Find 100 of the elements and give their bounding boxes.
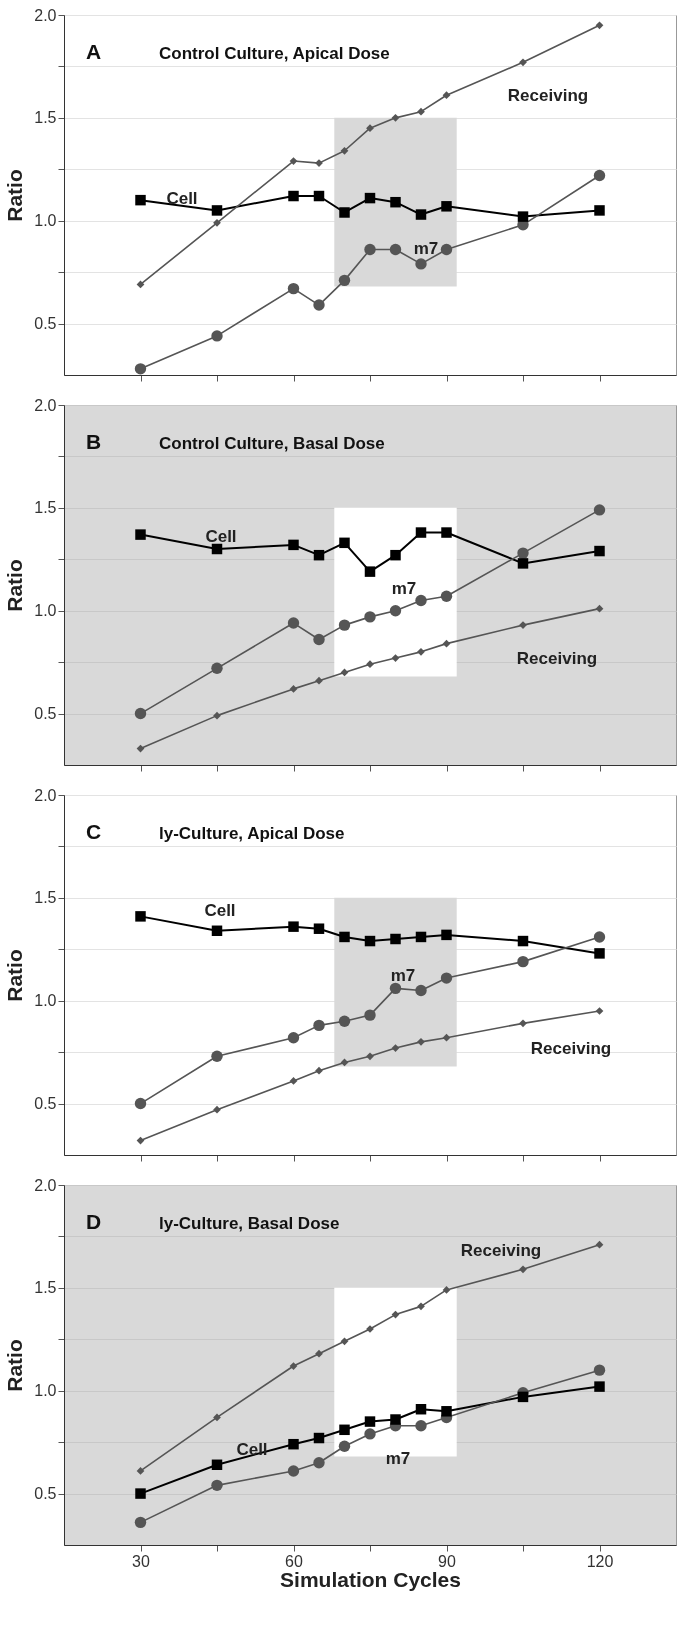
y-tick-label: 1.5 bbox=[34, 109, 57, 127]
point bbox=[594, 205, 605, 216]
point bbox=[442, 91, 451, 100]
point bbox=[391, 1044, 400, 1052]
point bbox=[211, 330, 223, 342]
point bbox=[595, 1007, 604, 1015]
point bbox=[441, 201, 452, 212]
point bbox=[315, 1066, 323, 1075]
point bbox=[339, 931, 350, 943]
point bbox=[594, 545, 605, 557]
point bbox=[213, 711, 221, 720]
point bbox=[417, 1037, 425, 1046]
point bbox=[519, 58, 527, 67]
point bbox=[594, 948, 605, 959]
point bbox=[287, 282, 300, 295]
point bbox=[440, 243, 453, 256]
point bbox=[211, 1050, 223, 1062]
point bbox=[315, 676, 323, 685]
point bbox=[288, 539, 299, 551]
point bbox=[135, 529, 146, 540]
y-tick-label: 2.0 bbox=[34, 6, 57, 24]
point bbox=[366, 660, 374, 669]
point bbox=[313, 1019, 325, 1032]
point bbox=[315, 1349, 323, 1358]
point bbox=[313, 549, 325, 561]
point bbox=[289, 1362, 298, 1370]
series-label: Cell bbox=[166, 189, 198, 208]
point bbox=[211, 925, 223, 937]
y-tick-label: 2.0 bbox=[34, 1176, 57, 1194]
point bbox=[338, 1440, 351, 1452]
point bbox=[389, 243, 402, 256]
series-label: Cell bbox=[236, 1440, 268, 1459]
point bbox=[339, 537, 350, 549]
point bbox=[313, 299, 325, 311]
point bbox=[415, 1420, 427, 1432]
point bbox=[364, 611, 376, 623]
series-label: m7 bbox=[385, 1449, 411, 1468]
point bbox=[134, 363, 147, 375]
point bbox=[313, 633, 325, 646]
point bbox=[339, 1424, 350, 1436]
text: C bbox=[86, 820, 102, 843]
point bbox=[442, 1033, 451, 1042]
point bbox=[415, 1403, 427, 1415]
point bbox=[211, 1479, 223, 1492]
point bbox=[313, 923, 325, 934]
text: D bbox=[86, 1210, 102, 1233]
y-axis-title: Ratio bbox=[3, 559, 27, 612]
point bbox=[366, 124, 374, 133]
point bbox=[389, 605, 402, 617]
text: Control Culture, Apical Dose bbox=[159, 44, 390, 63]
point bbox=[415, 258, 427, 270]
point bbox=[364, 1416, 376, 1427]
y-axis-title: Ratio bbox=[3, 949, 27, 1002]
series-label: Receiving bbox=[530, 1039, 612, 1058]
y-tick-label: 2.0 bbox=[34, 786, 57, 804]
point bbox=[364, 935, 376, 947]
series-label: Cell bbox=[204, 901, 236, 920]
point bbox=[390, 933, 401, 945]
point bbox=[339, 207, 350, 218]
point bbox=[213, 1105, 221, 1114]
point bbox=[417, 1302, 425, 1311]
point bbox=[364, 192, 376, 204]
x-axis-title: Simulation Cycles bbox=[280, 1567, 461, 1591]
point bbox=[415, 931, 427, 943]
point bbox=[441, 527, 452, 538]
point bbox=[135, 911, 146, 922]
point bbox=[288, 921, 299, 932]
text: Control Culture, Basal Dose bbox=[159, 434, 385, 453]
x-tick-label: 30 bbox=[132, 1552, 150, 1570]
point bbox=[390, 196, 401, 208]
point bbox=[135, 1488, 146, 1499]
x-tick-label: 60 bbox=[285, 1552, 303, 1570]
point bbox=[287, 617, 300, 629]
point bbox=[340, 1337, 349, 1346]
point bbox=[390, 1414, 401, 1425]
point bbox=[389, 982, 402, 995]
y-tick-label: 0.5 bbox=[34, 1485, 57, 1503]
point bbox=[136, 1467, 145, 1475]
point bbox=[366, 1052, 374, 1061]
point bbox=[593, 931, 606, 943]
point bbox=[289, 1077, 298, 1085]
point bbox=[517, 935, 529, 947]
point bbox=[594, 1381, 605, 1392]
y-axis-title: Ratio bbox=[3, 1339, 27, 1392]
point bbox=[289, 157, 298, 165]
y-tick-label: 1.0 bbox=[34, 602, 57, 620]
point bbox=[517, 955, 529, 968]
point bbox=[134, 707, 147, 720]
point bbox=[519, 1019, 527, 1028]
point bbox=[517, 211, 529, 222]
y-tick-label: 1.5 bbox=[34, 499, 57, 517]
point bbox=[391, 113, 400, 122]
y-tick-label: 0.5 bbox=[34, 1095, 57, 1113]
point bbox=[313, 1457, 325, 1469]
point bbox=[440, 590, 453, 602]
point bbox=[211, 662, 223, 674]
y-tick-label: 0.5 bbox=[34, 705, 57, 723]
point bbox=[442, 1286, 451, 1294]
point bbox=[595, 21, 604, 30]
y-tick-label: 2.0 bbox=[34, 396, 57, 414]
